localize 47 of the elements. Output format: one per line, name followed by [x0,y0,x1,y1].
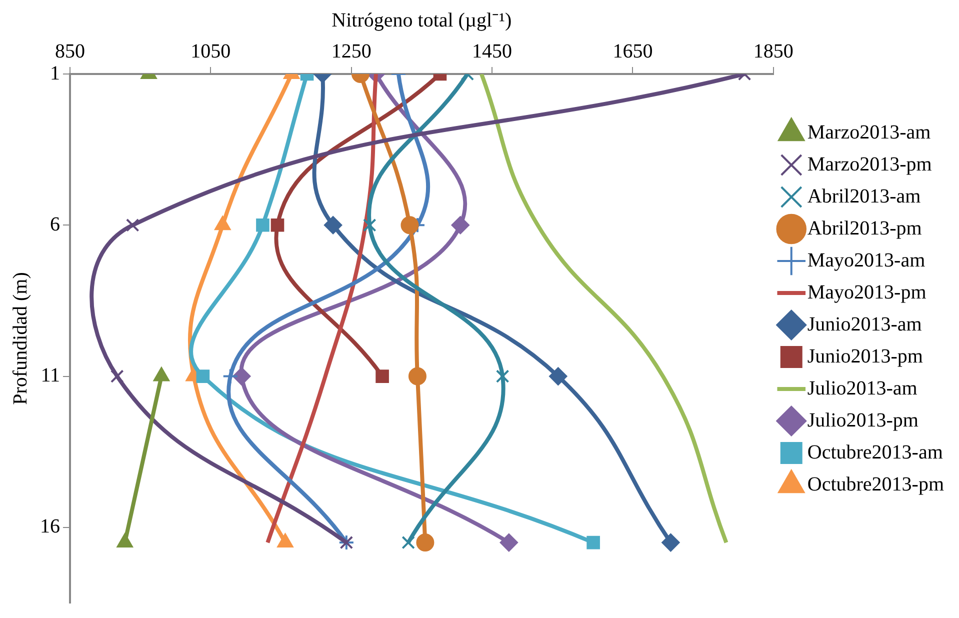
point [126,218,140,232]
point [408,367,426,386]
x-tick-label: 1250 [331,40,372,62]
point [232,367,251,386]
point [376,370,389,383]
point [324,216,342,234]
y-tick-label: 6 [50,213,60,236]
point [270,218,284,232]
legend-label: Mayo2013-am [807,249,926,272]
point [256,218,270,232]
line-series [479,74,728,545]
point [586,536,600,550]
legend-label: Junio2013-am [807,313,922,336]
x-axis-title: Nitrógeno total (µgl⁻¹) [332,9,512,32]
x-tick-label: 850 [55,40,85,62]
legend-label: Octubre2013-am [807,441,944,464]
point [549,367,568,386]
legend-label: Julio2013-pm [807,409,919,432]
point [116,534,133,548]
point [196,370,210,383]
y-tick-label: 1 [50,62,60,84]
point [362,218,376,232]
point [416,534,434,552]
point [110,370,124,383]
y-tick-label: 16 [40,516,60,538]
legend-label: Abril2013-am [807,185,922,208]
point [496,370,510,383]
point [500,534,518,552]
point [222,368,238,384]
x-tick-label: 1050 [190,40,231,62]
y-axis-title: Profundidad (m) [9,272,32,405]
legend-label: Octubre2013-pm [807,473,944,496]
legend-label: Mayo2013-pm [807,281,927,304]
legend-label: Marzo2013-pm [807,153,932,176]
legend-label: Abril2013-pm [807,217,922,240]
x-tick-label: 1850 [753,40,794,62]
x-tick-label: 1650 [612,40,653,62]
point [662,534,680,552]
y-tick-label: 11 [40,364,60,387]
x-tick-label: 1450 [472,40,512,62]
point [400,216,419,234]
legend-label: Junio2013-pm [807,345,924,368]
point [402,536,415,550]
point [451,216,470,234]
legend-label: Marzo2013-am [807,121,932,144]
legend-label: Julio2013-am [807,377,918,400]
point [277,534,294,548]
